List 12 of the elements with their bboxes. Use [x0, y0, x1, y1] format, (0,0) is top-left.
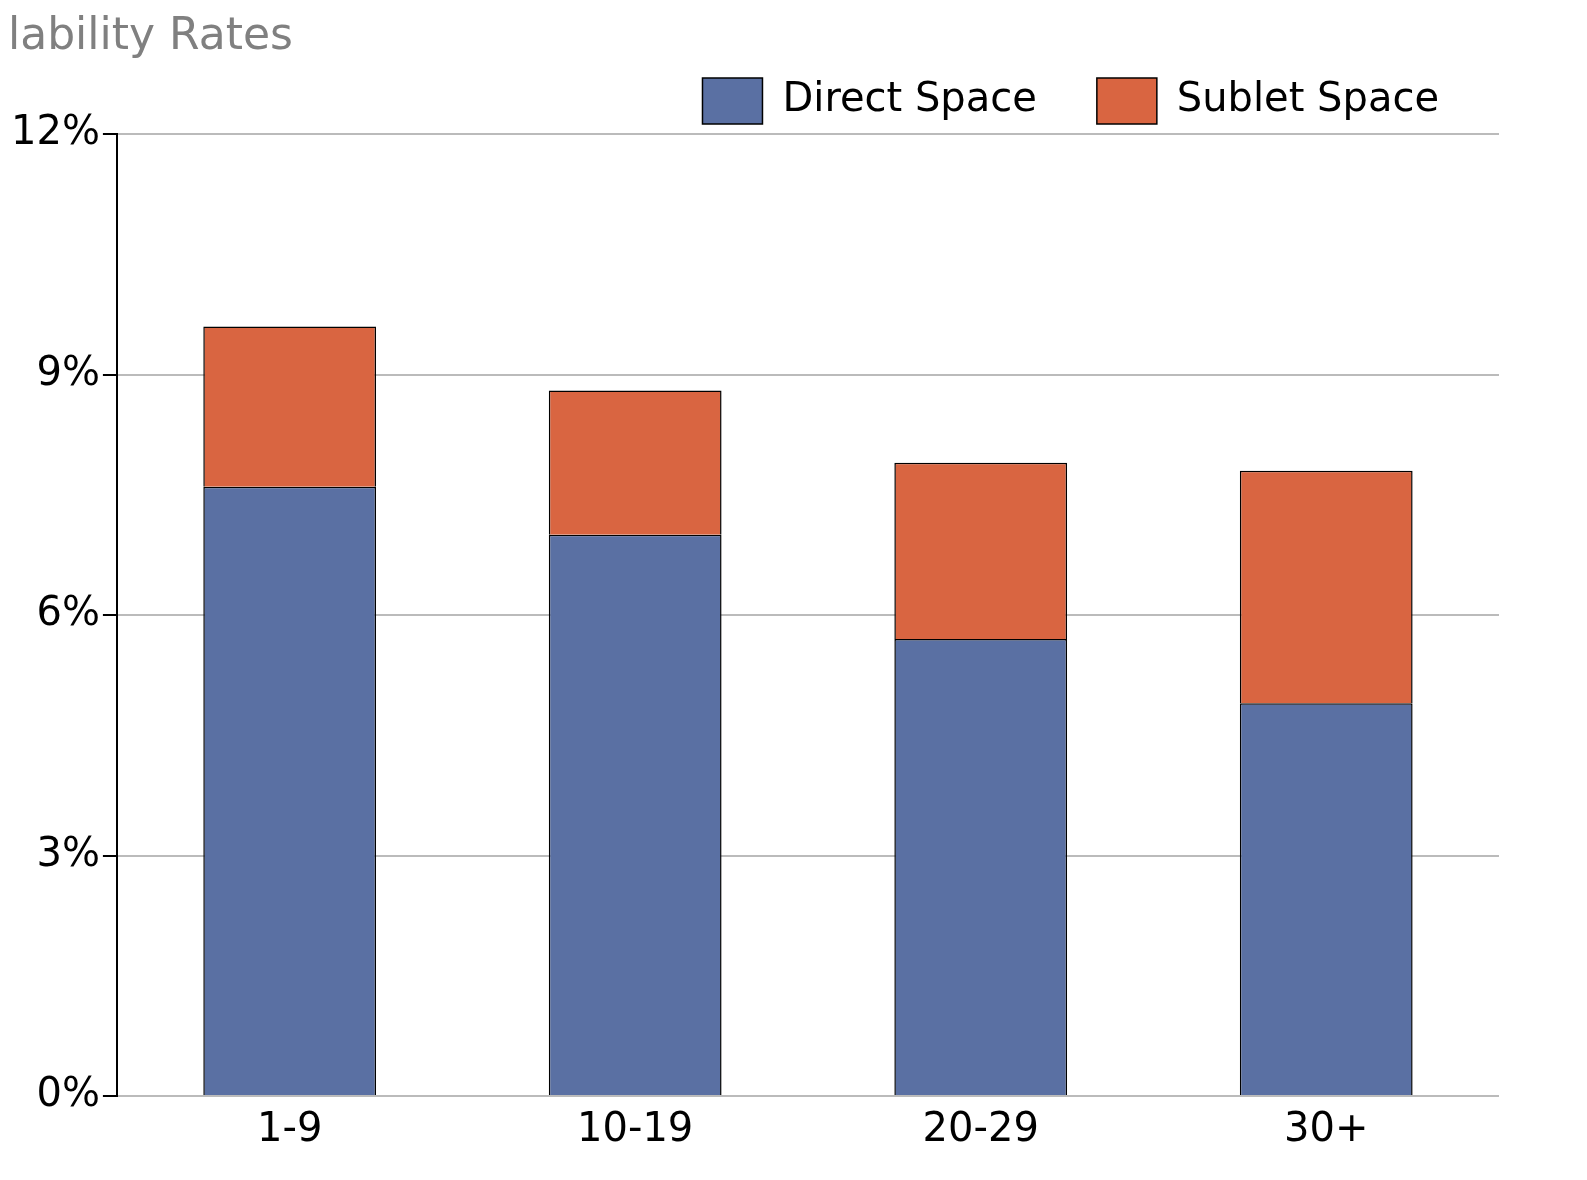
- y-tick-label: 9%: [36, 347, 100, 394]
- x-tick-label: 30+: [1284, 1104, 1369, 1151]
- legend-label: Direct Space: [782, 74, 1037, 121]
- legend-label: Sublet Space: [1176, 74, 1440, 121]
- y-tick-label: 12%: [11, 107, 100, 154]
- y-tick-label: 6%: [36, 588, 100, 635]
- x-tick-label: 10-19: [577, 1104, 694, 1151]
- chart-title: lability Rates: [8, 8, 293, 59]
- x-tick-label: 20-29: [922, 1104, 1039, 1151]
- x-tick-label: 1-9: [257, 1104, 323, 1151]
- y-tick-label: 3%: [36, 828, 100, 875]
- y-tick-label: 0%: [36, 1069, 100, 1116]
